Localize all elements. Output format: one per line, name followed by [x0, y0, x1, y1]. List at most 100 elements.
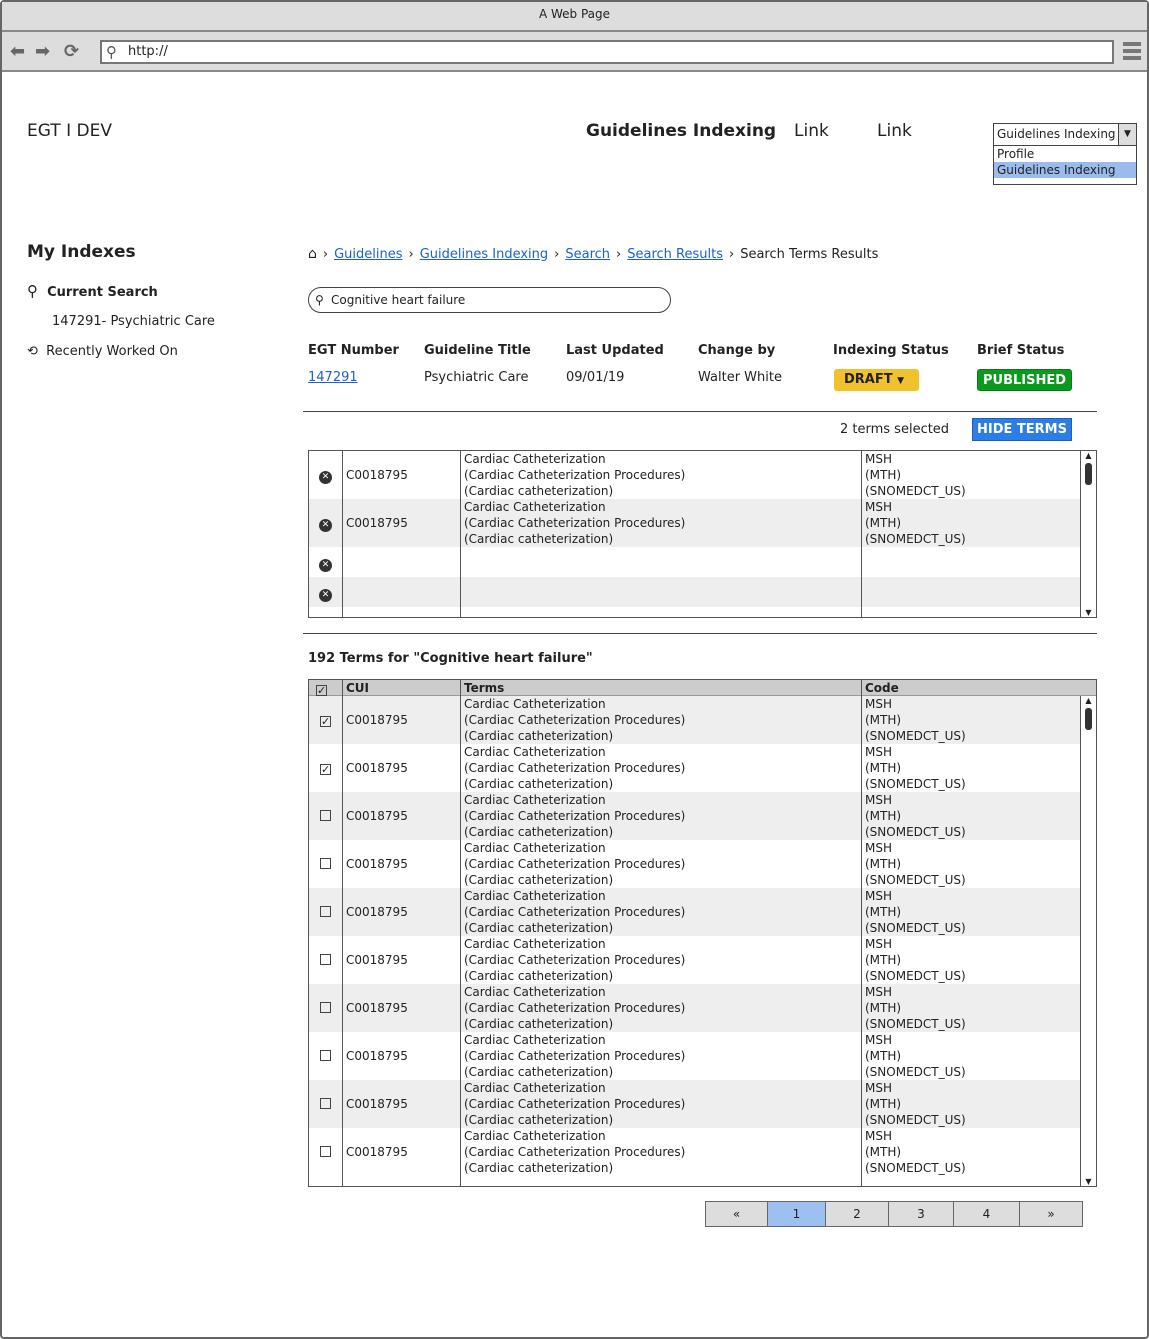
chevron-down-icon[interactable]: ▼ — [1118, 124, 1136, 145]
terms: Cardiac Catheterization (Cardiac Catheter… — [464, 1080, 685, 1128]
sidebar-item-current-guideline[interactable]: 147291- Psychiatric Care — [52, 314, 215, 329]
page-dropdown[interactable]: Guidelines Indexing ▼ Profile Guidelines … — [993, 123, 1137, 185]
line: Cardiac Catheterization — [464, 889, 606, 903]
line: (SNOMEDCT_US) — [865, 1161, 966, 1175]
page-button[interactable]: » — [1020, 1202, 1082, 1226]
home-icon[interactable]: ⌂ — [308, 246, 317, 262]
codes: MSH (MTH) (SNOMEDCT_US) — [865, 696, 966, 744]
scroll-down-icon[interactable]: ▼ — [1085, 1177, 1092, 1186]
address-bar[interactable]: ⚲ http:// — [100, 40, 1114, 64]
line: (Cardiac catheterization) — [464, 873, 614, 887]
terms: Cardiac Catheterization (Cardiac Catheter… — [464, 744, 685, 792]
row-checkbox[interactable] — [320, 858, 331, 869]
reload-icon[interactable]: ⟳ — [64, 41, 80, 62]
scrollbar[interactable]: ▲ ▼ — [1080, 451, 1096, 617]
page-button[interactable]: « — [706, 1202, 768, 1226]
column-cui[interactable]: CUI — [346, 681, 370, 695]
row-checkbox[interactable] — [320, 1098, 331, 1109]
breadcrumb-search-results[interactable]: Search Results — [627, 246, 723, 262]
line: Cardiac Catheterization — [464, 793, 606, 807]
pagination: «1 2 3 4» — [705, 1201, 1083, 1227]
row-checkbox[interactable] — [320, 954, 331, 965]
window-title: A Web Page — [2, 2, 1147, 32]
scrollbar[interactable]: ▲ ▼ — [1080, 696, 1096, 1186]
indexing-status-dropdown[interactable]: DRAFT ▼ — [834, 369, 919, 391]
breadcrumb-guidelines-indexing[interactable]: Guidelines Indexing — [419, 246, 549, 262]
hide-terms-button[interactable]: HIDE TERMS — [972, 418, 1072, 441]
search-icon: ⚲ — [106, 43, 117, 61]
line: (Cardiac Catheterization Procedures) — [464, 905, 686, 919]
separator: › — [728, 246, 735, 262]
line: (Cardiac Catheterization Procedures) — [464, 809, 686, 823]
remove-icon[interactable]: ✕ — [319, 589, 332, 602]
scroll-thumb[interactable] — [1085, 708, 1092, 730]
remove-icon[interactable]: ✕ — [319, 519, 332, 532]
line: (Cardiac Catheterization Procedures) — [464, 1145, 686, 1159]
table-row: C0018795 Cardiac Catheterization (Cardiac… — [309, 792, 1082, 840]
page-button[interactable]: 2 — [826, 1202, 889, 1226]
row-checkbox[interactable] — [320, 1146, 331, 1157]
codes: MSH (MTH) (SNOMEDCT_US) — [865, 1032, 966, 1080]
page-button[interactable]: 1 — [768, 1202, 826, 1226]
line: (SNOMEDCT_US) — [865, 1113, 966, 1127]
line: (MTH) — [865, 713, 902, 727]
header-egt-number: EGT Number — [308, 343, 399, 358]
egt-number-link[interactable]: 147291 — [308, 370, 358, 385]
line: MSH — [865, 1081, 892, 1095]
line: Cardiac Catheterization — [464, 1129, 606, 1143]
scroll-up-icon[interactable]: ▲ — [1085, 451, 1092, 460]
page-button[interactable]: 4 — [954, 1202, 1020, 1226]
sidebar-item-recent[interactable]: ⟲ Recently Worked On — [27, 344, 178, 359]
dropdown-option-guidelines-indexing[interactable]: Guidelines Indexing — [994, 162, 1136, 178]
cui: C0018795 — [346, 905, 408, 919]
line: (SNOMEDCT_US) — [865, 484, 966, 498]
nav-guidelines-indexing[interactable]: Guidelines Indexing — [586, 121, 777, 141]
line: Cardiac Catheterization — [464, 1033, 606, 1047]
nav-link-1[interactable]: Link — [794, 121, 829, 141]
scroll-up-icon[interactable]: ▲ — [1085, 696, 1092, 705]
dropdown-option-profile[interactable]: Profile — [997, 147, 1035, 161]
hamburger-menu-icon[interactable] — [1123, 42, 1141, 60]
row-checkbox[interactable]: ✓ — [320, 715, 331, 728]
breadcrumb-guidelines[interactable]: Guidelines — [334, 246, 403, 262]
row-checkbox[interactable] — [320, 1050, 331, 1061]
forward-arrow-icon[interactable]: ➡ — [35, 41, 51, 62]
back-arrow-icon[interactable]: ⬅ — [10, 41, 26, 62]
column-code[interactable]: Code — [865, 681, 899, 695]
table-row: C0018795 Cardiac Catheterization (Cardiac… — [309, 1080, 1082, 1128]
sidebar-item-current-search[interactable]: ⚲ Current Search — [27, 282, 158, 300]
remove-icon[interactable]: ✕ — [319, 559, 332, 572]
cui: C0018795 — [346, 1097, 408, 1111]
codes: MSH (MTH) (SNOMEDCT_US) — [865, 936, 966, 984]
page-button[interactable]: 3 — [889, 1202, 954, 1226]
line: (MTH) — [865, 905, 902, 919]
row-checkbox[interactable] — [320, 1002, 331, 1013]
search-input[interactable]: ⚲ Cognitive heart failure — [308, 287, 671, 313]
line: (Cardiac Catheterization Procedures) — [464, 468, 686, 482]
breadcrumb-search[interactable]: Search — [565, 246, 611, 262]
line: MSH — [865, 985, 892, 999]
column-terms[interactable]: Terms — [464, 681, 505, 695]
breadcrumb-current: Search Terms Results — [740, 246, 879, 262]
search-icon: ⚲ — [27, 282, 38, 300]
line: MSH — [865, 889, 892, 903]
line: (Cardiac catheterization) — [464, 1065, 614, 1079]
header-change-by: Change by — [698, 343, 776, 358]
row-checkbox[interactable] — [320, 810, 331, 821]
row-checkbox[interactable]: ✓ — [320, 763, 331, 776]
table-row: C0018795 Cardiac Catheterization (Cardiac… — [309, 840, 1082, 888]
scroll-down-icon[interactable]: ▼ — [1085, 608, 1092, 617]
line: (Cardiac catheterization) — [464, 825, 614, 839]
selected-count: 2 terms selected — [840, 422, 950, 437]
nav-link-2[interactable]: Link — [877, 121, 912, 141]
select-all-checkbox[interactable]: ✓ — [316, 684, 327, 697]
remove-icon[interactable]: ✕ — [319, 471, 332, 484]
line: (Cardiac Catheterization Procedures) — [464, 761, 686, 775]
scroll-thumb[interactable] — [1085, 463, 1092, 485]
separator: › — [322, 246, 329, 262]
row-checkbox[interactable] — [320, 906, 331, 917]
line: Cardiac Catheterization — [464, 745, 606, 759]
line: (MTH) — [865, 1049, 902, 1063]
sidebar-title: My Indexes — [27, 242, 136, 262]
line: (Cardiac Catheterization Procedures) — [464, 1049, 686, 1063]
